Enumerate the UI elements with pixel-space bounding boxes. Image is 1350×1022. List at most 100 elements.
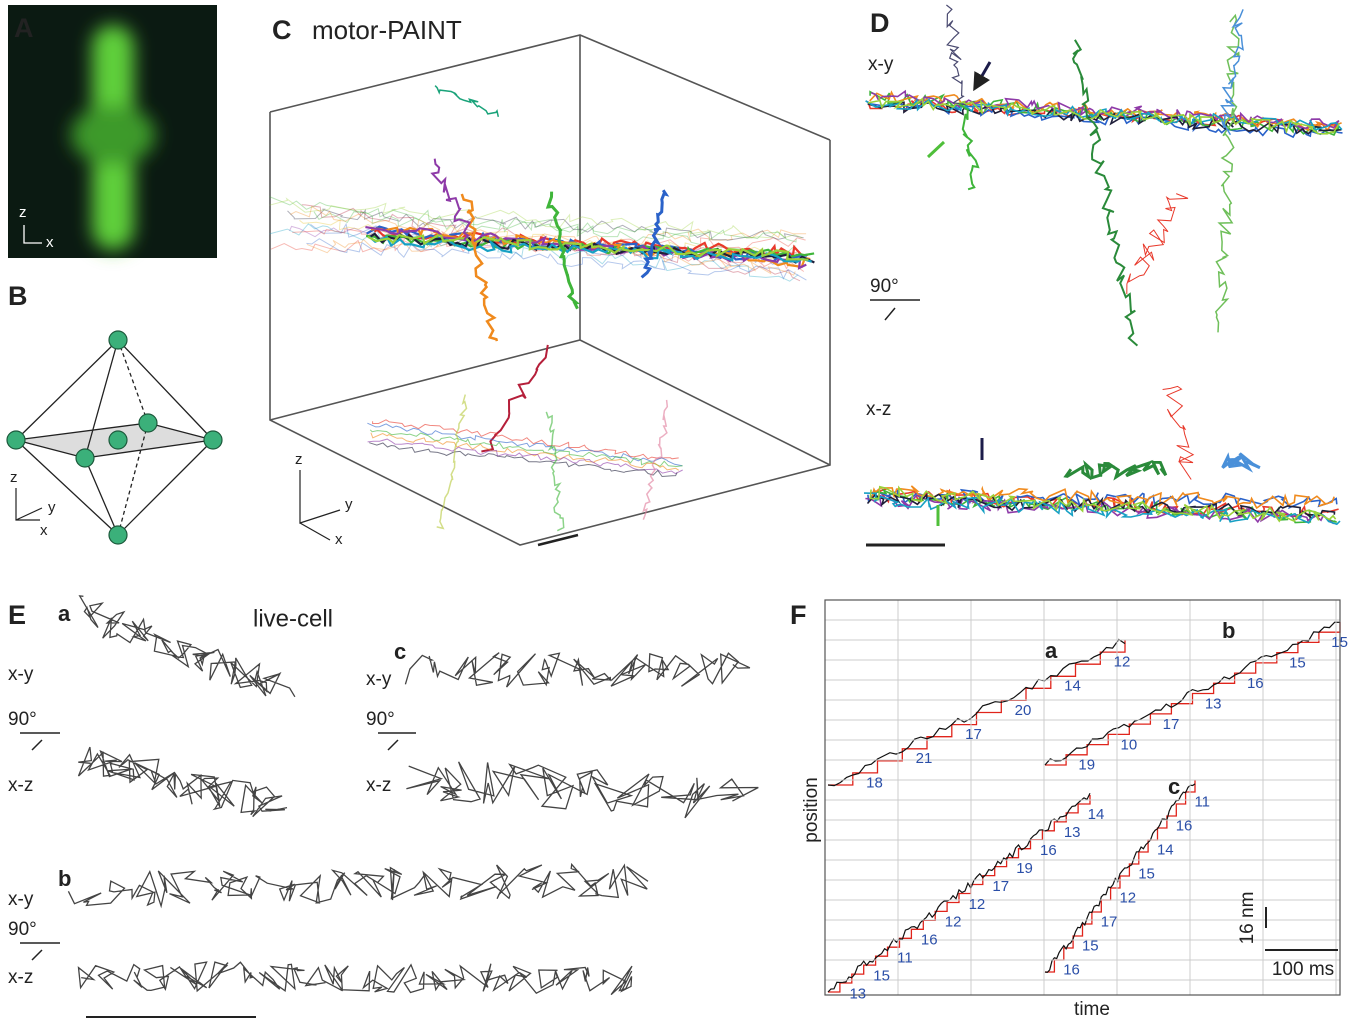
position-trace [828,793,1090,992]
rotation-label: 90° [366,709,395,730]
rotation-label: 90° [870,276,899,297]
scale-label: 16 nm [1237,892,1258,945]
view-label: x-y [8,664,34,685]
step-size: 15 [873,967,890,984]
figure: 182117201412a131511161212171916131419101… [0,0,1350,1022]
trajectory [1163,386,1194,479]
step-size: 17 [992,878,1009,895]
arrows-d [866,62,990,545]
trajectory [481,345,547,452]
view-label: x-z [8,967,33,988]
step-size: 15 [1331,634,1348,651]
axis-title: position [801,777,822,843]
panel-label: B [8,281,28,311]
panel-title: live-cell [253,605,333,632]
step-size: 21 [916,750,933,767]
rotation-icons [20,300,920,960]
trajectory [1223,454,1260,469]
axis-label: y [345,496,353,513]
trajectory [1127,194,1188,295]
trajectory [1216,15,1239,332]
view-label: x-z [8,775,33,796]
step-size: 16 [1063,961,1080,978]
cell-label: c [394,639,406,664]
step-size: 19 [1016,860,1033,877]
cell-label: b [58,866,71,891]
cell-label: a [58,601,71,626]
trajectory [405,653,750,688]
trajectory [437,395,467,529]
trajectory [406,762,758,818]
trajectory [370,430,683,467]
view-label: x-z [366,775,391,796]
axis-label: z [10,469,18,486]
panel-label: F [790,600,807,630]
step-size: 15 [1289,655,1306,672]
step-size: 16 [1176,817,1193,834]
step-size: 18 [866,774,883,791]
step-size: 12 [969,896,986,913]
step-fit [1045,780,1195,972]
axis-label: x [46,234,54,251]
view-label: x-y [8,889,34,910]
step-size: 14 [1157,841,1174,858]
step-size: 13 [849,985,866,1002]
step-size: 17 [965,726,982,743]
view-label: x-y [366,669,392,690]
step-size: 11 [897,950,913,967]
step-size: 14 [1064,678,1081,695]
step-size: 16 [921,932,938,949]
axis-title: time [1074,999,1110,1020]
trajectory [1073,40,1137,346]
trajectory [79,962,633,995]
trajectory [959,104,978,189]
step-size: 19 [1078,757,1095,774]
box-3d [270,35,830,545]
rotation-label: 90° [8,709,37,730]
panel-label: A [14,13,34,43]
trajectory [78,747,287,817]
trajectory [68,864,648,906]
panel-label: E [8,600,26,630]
step-size: 15 [1082,937,1099,954]
step-fit [828,795,1090,992]
axes-b [16,488,42,520]
axis-label: x [40,522,48,539]
view-label: x-z [866,399,891,420]
panel-label: D [870,8,890,38]
trace-label: c [1168,774,1180,799]
step-size: 17 [1163,716,1180,733]
axis-label: z [295,451,303,468]
trajectory [946,5,965,105]
step-size: 11 [1194,793,1210,810]
step-size: 13 [1205,695,1222,712]
panel-label: C [272,15,292,45]
step-size: 16 [1040,842,1057,859]
step-size: 10 [1121,736,1138,753]
trajectory [546,412,563,531]
trajectory [435,86,498,117]
scale-bars-f [1265,907,1338,950]
trajectory [1066,462,1166,478]
step-size: 12 [945,914,962,931]
step-size: 17 [1101,913,1118,930]
trajectory [462,194,497,341]
step-size: 20 [1015,702,1032,719]
trajectory [369,443,677,477]
axis-label: y [48,499,56,516]
rotation-label: 90° [8,919,37,940]
view-label: x-y [868,54,894,75]
traces [68,5,1342,995]
step-size: 12 [1114,653,1131,670]
scale-label: 100 ms [1272,959,1334,980]
trace-label: b [1222,618,1235,643]
step-size: 15 [1138,865,1155,882]
step-size: 14 [1088,806,1105,823]
panel-title: motor-PAINT [312,15,462,45]
step-size: 16 [1247,675,1264,692]
axis-label: z [19,204,27,221]
trace-label: a [1045,638,1058,663]
step-size: 12 [1119,889,1136,906]
step-size: 13 [1064,824,1081,841]
axis-label: x [335,531,343,548]
